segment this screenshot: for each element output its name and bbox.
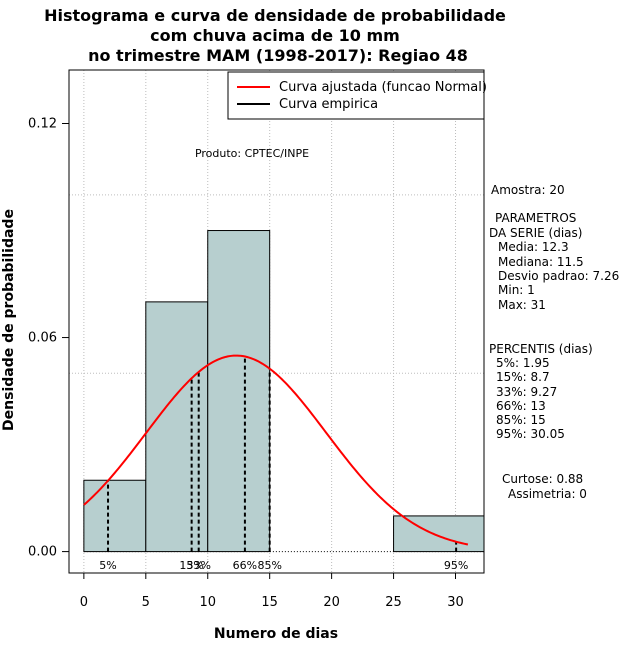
stat-param-title-2: DA SERIE (dias) bbox=[489, 226, 582, 240]
stat-p5: 5%: 1.95 bbox=[496, 356, 550, 370]
stat-p33: 33%: 9.27 bbox=[496, 385, 557, 399]
stat-desvio: Desvio padrao: 7.26 bbox=[498, 269, 619, 283]
x-tick-label: 15 bbox=[261, 595, 278, 610]
chart-title-line-1: Histograma e curva de densidade de proba… bbox=[44, 6, 506, 25]
x-tick-label: 20 bbox=[323, 595, 340, 610]
x-tick-label: 10 bbox=[199, 595, 216, 610]
legend-box bbox=[227, 71, 485, 120]
legend-label-empirical: Curva empirica bbox=[279, 97, 378, 112]
normal-fit-curve bbox=[83, 354, 469, 546]
y-tick-label: 0.06 bbox=[28, 331, 57, 346]
stats-panel: Amostra: 20 PARAMETROS DA SERIE (dias) M… bbox=[489, 183, 619, 501]
legend: Curva ajustada (funcao Normal) Curva emp… bbox=[227, 71, 487, 120]
y-axis-title: Densidade de probabilidade bbox=[1, 209, 17, 431]
y-axis: 0.00 0.06 0.12 bbox=[28, 117, 69, 560]
product-annotation: Produto: CPTEC/INPE bbox=[195, 147, 309, 160]
stat-mediana: Mediana: 11.5 bbox=[498, 255, 584, 269]
x-axis-title: Numero de dias bbox=[214, 626, 338, 642]
histogram-bar bbox=[207, 230, 271, 553]
x-tick-label: 30 bbox=[447, 595, 464, 610]
histogram-bar bbox=[393, 515, 485, 553]
stat-min: Min: 1 bbox=[498, 283, 535, 297]
histogram-bar bbox=[83, 479, 147, 553]
chart-title-line-3: no trimestre MAM (1998-2017): Regiao 48 bbox=[88, 46, 468, 65]
percentile-label: 5% bbox=[99, 559, 116, 572]
stat-curtose: Curtose: 0.88 bbox=[502, 472, 583, 486]
percentile-label: 85% bbox=[257, 559, 281, 572]
x-axis: 0 5 10 15 20 25 30 bbox=[80, 572, 464, 610]
stat-p15: 15%: 8.7 bbox=[496, 370, 550, 384]
stat-param-title-1: PARAMETROS bbox=[495, 211, 576, 225]
histogram-bars bbox=[83, 230, 485, 553]
x-tick-label: 25 bbox=[385, 595, 402, 610]
percentile-label: 33% bbox=[186, 559, 210, 572]
percentile-label: 95% bbox=[444, 559, 468, 572]
stat-assimetria: Assimetria: 0 bbox=[508, 487, 587, 501]
percentile-lines: 5% 15%33% 66% 85% 95% bbox=[99, 356, 468, 572]
stat-max: Max: 31 bbox=[498, 298, 546, 312]
legend-label-fit: Curva ajustada (funcao Normal) bbox=[279, 80, 487, 95]
stat-amostra: Amostra: 20 bbox=[491, 183, 565, 197]
y-tick-label: 0.12 bbox=[28, 117, 57, 132]
x-tick-label: 0 bbox=[80, 595, 88, 610]
percentile-label: 15% bbox=[179, 559, 203, 572]
chart-title-line-2: com chuva acima de 10 mm bbox=[150, 26, 400, 45]
stat-percentis-title: PERCENTIS (dias) bbox=[489, 342, 593, 356]
stat-media: Media: 12.3 bbox=[498, 240, 569, 254]
histogram-bar bbox=[145, 301, 209, 553]
stat-p85: 85%: 15 bbox=[496, 413, 546, 427]
stat-p95: 95%: 30.05 bbox=[496, 427, 565, 441]
x-tick-label: 5 bbox=[142, 595, 150, 610]
percentile-label: 66% bbox=[233, 559, 257, 572]
stat-p66: 66%: 13 bbox=[496, 399, 546, 413]
y-tick-label: 0.00 bbox=[28, 545, 57, 560]
